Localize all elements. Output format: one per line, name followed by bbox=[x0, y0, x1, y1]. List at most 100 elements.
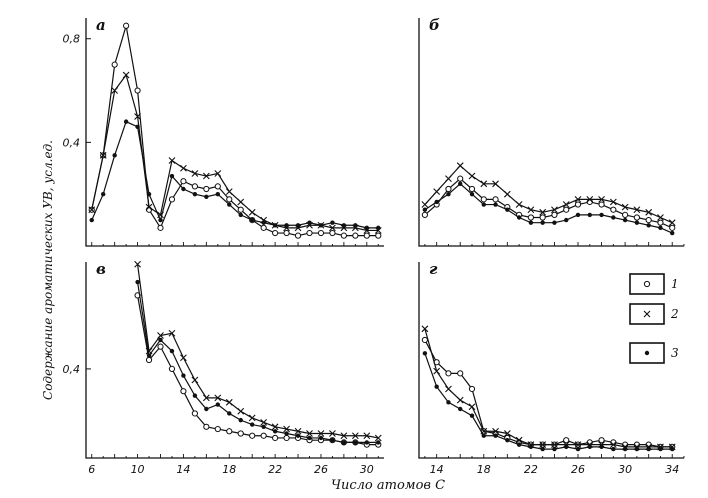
data-point bbox=[249, 432, 256, 439]
data-point bbox=[528, 220, 534, 225]
data-point bbox=[670, 446, 675, 452]
data-point bbox=[306, 430, 313, 437]
data-point bbox=[374, 434, 382, 442]
data-point bbox=[329, 229, 336, 237]
data-point bbox=[351, 432, 359, 440]
data-point bbox=[307, 220, 312, 225]
data-point bbox=[89, 217, 94, 223]
data-point bbox=[122, 71, 130, 79]
data-point bbox=[598, 437, 605, 444]
data-point bbox=[146, 353, 152, 358]
data-point bbox=[237, 407, 245, 415]
data-point bbox=[227, 411, 232, 416]
data-point bbox=[261, 424, 266, 430]
data-point bbox=[364, 440, 370, 445]
x-tick-label: 14 bbox=[430, 463, 444, 476]
data-point bbox=[503, 190, 511, 198]
data-point bbox=[515, 436, 523, 444]
data-point bbox=[564, 444, 569, 450]
data-point bbox=[134, 87, 141, 94]
x-tick-label: 18 bbox=[222, 463, 236, 476]
data-point bbox=[540, 446, 545, 452]
data-point bbox=[622, 211, 629, 219]
data-point bbox=[658, 225, 663, 231]
panel-4: г 14 18 22 26 30 34 bbox=[418, 260, 685, 476]
data-point bbox=[204, 194, 209, 199]
data-point bbox=[158, 217, 163, 223]
data-point bbox=[609, 198, 617, 206]
data-point bbox=[192, 393, 198, 398]
data-point bbox=[563, 437, 570, 444]
series-3 bbox=[135, 279, 381, 445]
x-tick-label: 14 bbox=[176, 463, 190, 476]
series-line bbox=[91, 25, 379, 237]
data-point bbox=[225, 188, 233, 195]
data-point bbox=[295, 223, 301, 228]
data-point bbox=[421, 211, 428, 219]
data-point bbox=[272, 229, 279, 237]
data-point bbox=[340, 432, 348, 440]
data-point bbox=[191, 183, 198, 190]
data-point bbox=[645, 216, 652, 224]
data-point bbox=[516, 215, 522, 220]
data-point bbox=[180, 354, 187, 362]
data-point bbox=[272, 434, 279, 442]
series-3 bbox=[422, 181, 675, 236]
data-point bbox=[204, 406, 209, 412]
data-point bbox=[376, 440, 381, 445]
data-point bbox=[227, 202, 232, 207]
data-point bbox=[434, 384, 439, 389]
axis-lines bbox=[85, 18, 384, 247]
data-point bbox=[237, 206, 244, 213]
data-point bbox=[480, 180, 488, 188]
data-point bbox=[670, 230, 675, 236]
data-point bbox=[214, 425, 221, 433]
legend-marker bbox=[644, 350, 650, 356]
data-point bbox=[528, 444, 534, 450]
data-point bbox=[329, 224, 336, 232]
legend-label: 2 bbox=[670, 307, 679, 321]
data-point bbox=[180, 178, 187, 185]
data-point bbox=[169, 173, 175, 179]
data-point bbox=[458, 181, 463, 187]
data-point bbox=[574, 195, 582, 203]
data-point bbox=[599, 212, 604, 218]
data-point bbox=[261, 220, 266, 225]
data-point bbox=[469, 413, 475, 418]
series-line bbox=[91, 120, 379, 229]
data-point bbox=[633, 214, 640, 221]
x-tick-label: 22 bbox=[268, 463, 282, 476]
data-point bbox=[191, 170, 199, 177]
data-point bbox=[492, 427, 499, 435]
data-point bbox=[294, 427, 302, 435]
data-point bbox=[226, 428, 233, 435]
data-point bbox=[457, 370, 464, 377]
data-point bbox=[456, 396, 464, 404]
data-point bbox=[551, 211, 558, 219]
series-line bbox=[424, 183, 673, 234]
data-point bbox=[468, 185, 476, 193]
data-point bbox=[284, 431, 289, 436]
data-point bbox=[180, 388, 187, 395]
data-point bbox=[145, 203, 153, 211]
data-point bbox=[574, 441, 582, 449]
data-point bbox=[469, 191, 475, 197]
data-point bbox=[249, 217, 255, 223]
data-point bbox=[330, 437, 335, 443]
data-point bbox=[215, 191, 221, 197]
x-tick-label: 26 bbox=[314, 463, 328, 476]
data-point bbox=[111, 61, 118, 68]
data-point bbox=[375, 232, 382, 239]
series-1 bbox=[88, 22, 382, 239]
series-3 bbox=[89, 119, 381, 231]
data-point bbox=[191, 410, 198, 417]
data-point bbox=[145, 356, 153, 364]
data-point bbox=[168, 196, 176, 203]
data-point bbox=[134, 113, 141, 120]
data-point bbox=[214, 170, 222, 177]
legend-item-1: 1 bbox=[629, 273, 679, 295]
data-point bbox=[363, 432, 371, 440]
y-tick-label: 0,4 bbox=[63, 136, 81, 149]
panel-label: б bbox=[429, 16, 440, 34]
